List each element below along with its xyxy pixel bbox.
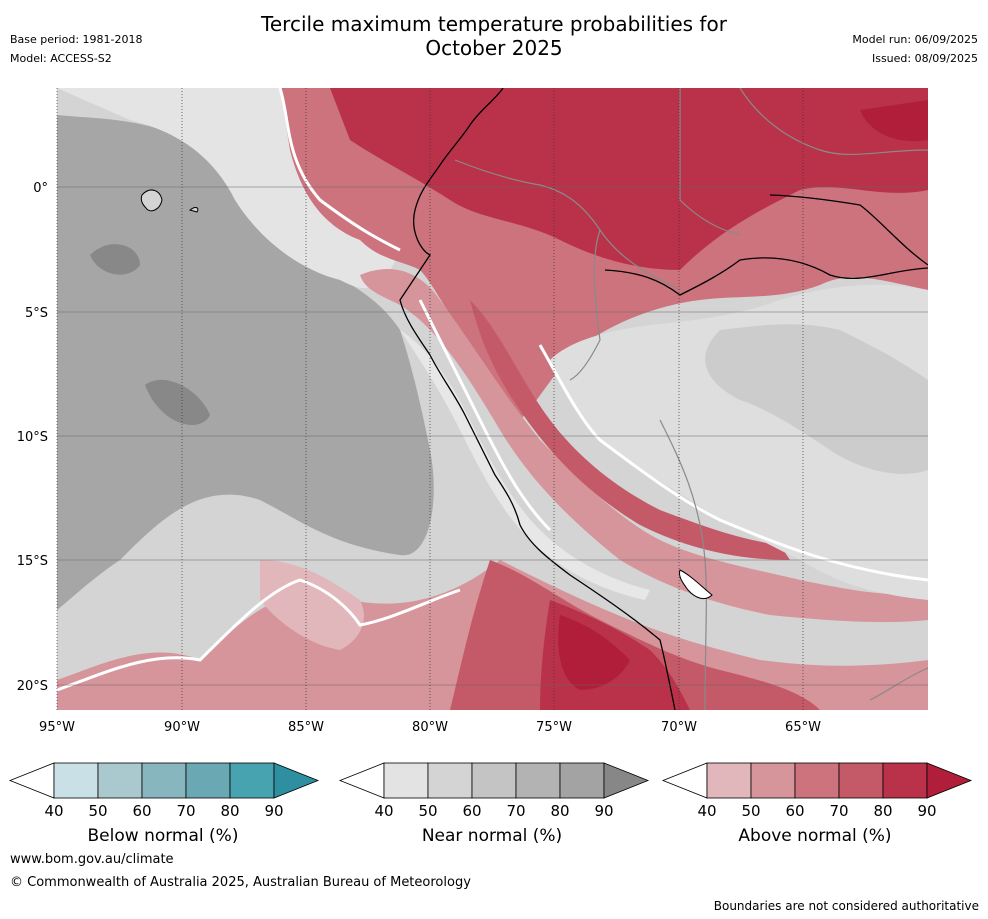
contour-south bbox=[57, 578, 461, 692]
footer-copyright: © Commonwealth of Australia 2025, Austra… bbox=[10, 875, 471, 890]
above-south-50 bbox=[260, 560, 364, 650]
amazon-river bbox=[604, 194, 928, 296]
colorbar-tick: 80 bbox=[873, 802, 892, 820]
colorbar-segment bbox=[471, 762, 517, 799]
colorbar-extend-low bbox=[8, 762, 55, 799]
coastline bbox=[399, 88, 676, 710]
contour-coast bbox=[418, 299, 552, 532]
lake-titicaca bbox=[679, 569, 713, 600]
lat-label: 10°S bbox=[17, 430, 48, 445]
lat-label: 15°S bbox=[17, 554, 48, 569]
colorbar-1: 40 50 60 70 80 90 bbox=[338, 762, 650, 820]
colorbar-segment bbox=[515, 762, 561, 799]
above-coast-70 bbox=[470, 300, 790, 560]
gridlines bbox=[56, 88, 928, 710]
colorbar-tick: 50 bbox=[418, 802, 437, 820]
colorbar-label-above: Above normal (%) bbox=[738, 826, 892, 846]
near-east-60 bbox=[705, 324, 928, 474]
meta-left: Base period: 1981-2018 Model: ACCESS-S2 bbox=[10, 30, 142, 68]
ocean-gray-40 bbox=[57, 88, 400, 289]
colorbar-tick: 50 bbox=[88, 802, 107, 820]
above-north-80 bbox=[330, 88, 928, 270]
longitude-labels: 95°W 90°W 85°W 80°W 75°W 70°W 65°W bbox=[39, 720, 821, 735]
colorbar-tick: 60 bbox=[132, 802, 151, 820]
above-coast-60 bbox=[360, 268, 928, 623]
colorbar-tick: 40 bbox=[697, 802, 716, 820]
ocean-gray-90-b bbox=[145, 379, 210, 425]
map-field bbox=[57, 88, 928, 710]
model-run: Model run: 06/09/2025 bbox=[852, 33, 978, 46]
base-period: Base period: 1981-2018 bbox=[10, 33, 143, 46]
galapagos-islands bbox=[140, 189, 199, 213]
colorbar-tick: 90 bbox=[594, 802, 613, 820]
north-borders bbox=[679, 88, 928, 236]
colorbar-tick: 40 bbox=[44, 802, 63, 820]
colorbar-segment bbox=[838, 762, 884, 799]
colorbar-2: 40 50 60 70 80 90 bbox=[661, 762, 973, 820]
colorbar-tick: 90 bbox=[264, 802, 283, 820]
south-border bbox=[869, 667, 928, 701]
above-north-90 bbox=[860, 100, 928, 142]
colorbar-tick: 40 bbox=[374, 802, 393, 820]
colorbar-extend-low bbox=[338, 762, 385, 799]
colorbar-segment bbox=[794, 762, 840, 799]
colorbar-segment bbox=[427, 762, 473, 799]
ocean-gray-90-a bbox=[90, 244, 140, 275]
colorbar-label-below: Below normal (%) bbox=[87, 826, 239, 846]
colorbar-tick: 60 bbox=[462, 802, 481, 820]
lon-label: 90°W bbox=[164, 720, 200, 735]
contour-north bbox=[278, 88, 401, 252]
colorbar-tick: 50 bbox=[741, 802, 760, 820]
colorbar-tick: 60 bbox=[785, 802, 804, 820]
colorbar-segment bbox=[185, 762, 231, 799]
lat-label: 0° bbox=[33, 181, 48, 196]
colorbar-tick: 70 bbox=[506, 802, 525, 820]
colorbar-segment bbox=[97, 762, 143, 799]
ocean-gray-70 bbox=[57, 115, 434, 610]
colorbar-segment bbox=[141, 762, 187, 799]
footer-url[interactable]: www.bom.gov.au/climate bbox=[10, 852, 174, 867]
map-title: Tercile maximum temperature probabilitie… bbox=[0, 12, 988, 60]
colorbar-extend-high bbox=[926, 762, 973, 799]
colorbar-segment bbox=[53, 762, 99, 799]
latitude-labels: 0° 5°S 10°S 15°S 20°S bbox=[17, 181, 48, 694]
colorbar-extend-high bbox=[603, 762, 650, 799]
colorbar-tick: 70 bbox=[176, 802, 195, 820]
near-coast-40 bbox=[400, 330, 650, 600]
lon-label: 75°W bbox=[536, 720, 572, 735]
lon-label: 80°W bbox=[412, 720, 448, 735]
colorbar-tick: 80 bbox=[220, 802, 239, 820]
boundary-note: Boundaries are not considered authoritat… bbox=[713, 899, 979, 913]
meta-right: Model run: 06/09/2025 Issued: 08/09/2025 bbox=[852, 30, 978, 68]
colorbars: 40 50 60 70 80 90 40 50 60 70 80 90 40 50 60 70 80 90 bbox=[8, 762, 973, 820]
lon-label: 70°W bbox=[661, 720, 697, 735]
colorbar-tick: 90 bbox=[917, 802, 936, 820]
lon-label: 65°W bbox=[785, 720, 821, 735]
colorbar-segment bbox=[383, 762, 429, 799]
colorbar-0: 40 50 60 70 80 90 bbox=[8, 762, 320, 820]
colorbar-tick: 70 bbox=[829, 802, 848, 820]
lon-label: 95°W bbox=[39, 720, 75, 735]
colorbar-segment bbox=[750, 762, 796, 799]
model-name: Model: ACCESS-S2 bbox=[10, 52, 112, 65]
title-line-1: Tercile maximum temperature probabilitie… bbox=[261, 12, 727, 36]
colorbar-extend-low bbox=[661, 762, 708, 799]
lat-label: 5°S bbox=[25, 306, 48, 321]
lon-label: 85°W bbox=[288, 720, 324, 735]
lat-label: 20°S bbox=[17, 679, 48, 694]
colorbar-extend-high bbox=[273, 762, 320, 799]
above-south-90 bbox=[558, 615, 630, 690]
title-line-2: October 2025 bbox=[425, 36, 563, 60]
colorbar-segment bbox=[559, 762, 605, 799]
colorbar-segment bbox=[706, 762, 752, 799]
issued-date: Issued: 08/09/2025 bbox=[871, 52, 978, 65]
colorbar-tick: 80 bbox=[550, 802, 569, 820]
colorbar-label-near: Near normal (%) bbox=[421, 826, 563, 846]
colorbar-segment bbox=[229, 762, 275, 799]
colorbar-segment bbox=[882, 762, 928, 799]
